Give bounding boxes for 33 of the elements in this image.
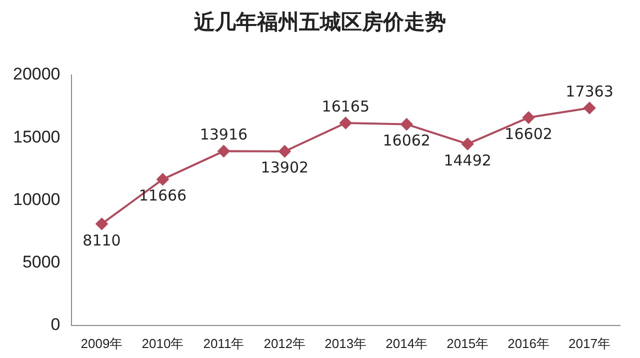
data-label: 14492 bbox=[444, 151, 492, 170]
y-tick-label: 20000 bbox=[12, 64, 60, 84]
data-label: 13916 bbox=[200, 126, 248, 144]
data-label: 16062 bbox=[382, 132, 430, 150]
x-tick-label: 2012年 bbox=[264, 336, 306, 351]
y-tick-label: 5000 bbox=[22, 252, 60, 272]
x-tick-label: 2014年 bbox=[386, 336, 428, 351]
data-label: 17363 bbox=[566, 82, 614, 100]
data-label: 16165 bbox=[322, 97, 370, 116]
point bbox=[400, 118, 413, 130]
x-tick-label: 2009年 bbox=[80, 336, 123, 351]
y-tick-label: 15000 bbox=[12, 127, 60, 146]
x-tick-label: 2016年 bbox=[508, 336, 550, 351]
x-tick-label: 2013年 bbox=[324, 336, 367, 351]
data-label: 11666 bbox=[138, 186, 187, 205]
point bbox=[156, 173, 169, 186]
x-tick-label: 2015年 bbox=[446, 336, 489, 351]
x-tick-label: 2011年 bbox=[203, 336, 244, 351]
point bbox=[462, 138, 474, 150]
point bbox=[584, 102, 596, 114]
point bbox=[522, 112, 535, 124]
point bbox=[96, 218, 108, 230]
data-label: 8110 bbox=[82, 231, 121, 250]
x-tick-label: 2017年 bbox=[568, 336, 610, 351]
data-label: 13902 bbox=[260, 158, 309, 177]
point bbox=[278, 145, 291, 158]
chart-title: 近几年福州五城区房价走势 bbox=[193, 9, 447, 36]
y-tick-label: 10000 bbox=[12, 190, 60, 209]
y-tick-label: 0 bbox=[50, 315, 60, 334]
point bbox=[218, 145, 230, 158]
x-tick-label: 2010年 bbox=[142, 336, 184, 351]
data-label: 16602 bbox=[504, 124, 552, 143]
point bbox=[340, 117, 352, 130]
